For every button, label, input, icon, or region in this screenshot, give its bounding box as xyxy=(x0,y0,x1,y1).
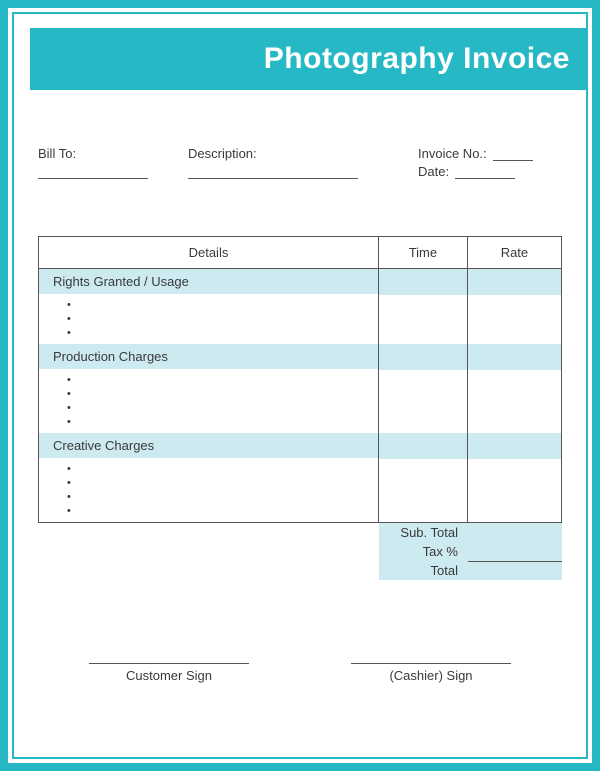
customer-sign-line xyxy=(89,650,249,664)
rate-band xyxy=(468,344,561,370)
bullet-item xyxy=(67,402,378,416)
date-row: Date: xyxy=(418,164,562,179)
cashier-sign-label: (Cashier) Sign xyxy=(389,668,472,683)
tax-label: Tax % xyxy=(379,542,468,561)
bullet-item xyxy=(67,416,378,430)
bullet-item xyxy=(67,374,378,388)
bill-to-line xyxy=(38,165,148,179)
cashier-sign-block: (Cashier) Sign xyxy=(351,650,511,683)
bullet-item xyxy=(67,313,378,327)
section-bullets xyxy=(39,370,378,433)
section-title: Creative Charges xyxy=(39,433,378,458)
details-table: Details Time Rate Rights Granted / Usage… xyxy=(38,236,562,523)
meta-bill-to: Bill To: xyxy=(38,146,188,182)
time-band xyxy=(379,344,467,370)
bullet-item xyxy=(67,505,378,519)
rate-band xyxy=(468,269,561,295)
section-title: Rights Granted / Usage xyxy=(39,269,378,294)
bullet-item xyxy=(67,327,378,341)
col-details: Details xyxy=(39,237,379,269)
col-time: Time xyxy=(378,237,467,269)
details-body: Rights Granted / Usage Production Charges… xyxy=(39,269,562,523)
invoice-no-line xyxy=(493,149,533,161)
section-bullets xyxy=(39,459,378,522)
subtotal-value xyxy=(468,523,562,542)
section-bullets xyxy=(39,295,378,344)
customer-sign-label: Customer Sign xyxy=(126,668,212,683)
cashier-sign-line xyxy=(351,650,511,664)
bullet-item xyxy=(67,477,378,491)
col-rate: Rate xyxy=(467,237,561,269)
meta-invoice-info: Invoice No.: Date: xyxy=(388,146,562,182)
time-band xyxy=(379,433,467,459)
rate-band xyxy=(468,433,561,459)
date-label: Date: xyxy=(418,164,449,179)
meta-description: Description: xyxy=(188,146,388,182)
customer-sign-block: Customer Sign xyxy=(89,650,249,683)
invoice-no-row: Invoice No.: xyxy=(418,146,562,161)
invoice-title: Photography Invoice xyxy=(264,42,570,75)
description-line xyxy=(188,165,358,179)
bullet-item xyxy=(67,463,378,477)
bullet-item xyxy=(67,388,378,402)
signatures: Customer Sign (Cashier) Sign xyxy=(38,650,562,683)
bullet-item xyxy=(67,299,378,313)
inner-border: Photography Invoice Bill To: Description… xyxy=(12,12,588,759)
outer-border: Photography Invoice Bill To: Description… xyxy=(0,0,600,771)
bill-to-label: Bill To: xyxy=(38,146,76,161)
meta-row: Bill To: Description: Invoice No.: Date: xyxy=(38,146,562,182)
tax-value xyxy=(468,542,562,561)
total-value xyxy=(468,561,562,580)
totals-block: Sub. Total Tax % Total xyxy=(38,523,562,580)
total-label: Total xyxy=(379,561,468,580)
section-title: Production Charges xyxy=(39,344,378,369)
totals-table: Sub. Total Tax % Total xyxy=(379,523,562,580)
time-band xyxy=(379,269,467,295)
details-table-wrap: Details Time Rate Rights Granted / Usage… xyxy=(38,236,562,580)
title-banner: Photography Invoice xyxy=(30,28,586,90)
invoice-no-label: Invoice No.: xyxy=(418,146,487,161)
description-label: Description: xyxy=(188,146,257,161)
subtotal-label: Sub. Total xyxy=(379,523,468,542)
bullet-item xyxy=(67,491,378,505)
date-line xyxy=(455,167,515,179)
